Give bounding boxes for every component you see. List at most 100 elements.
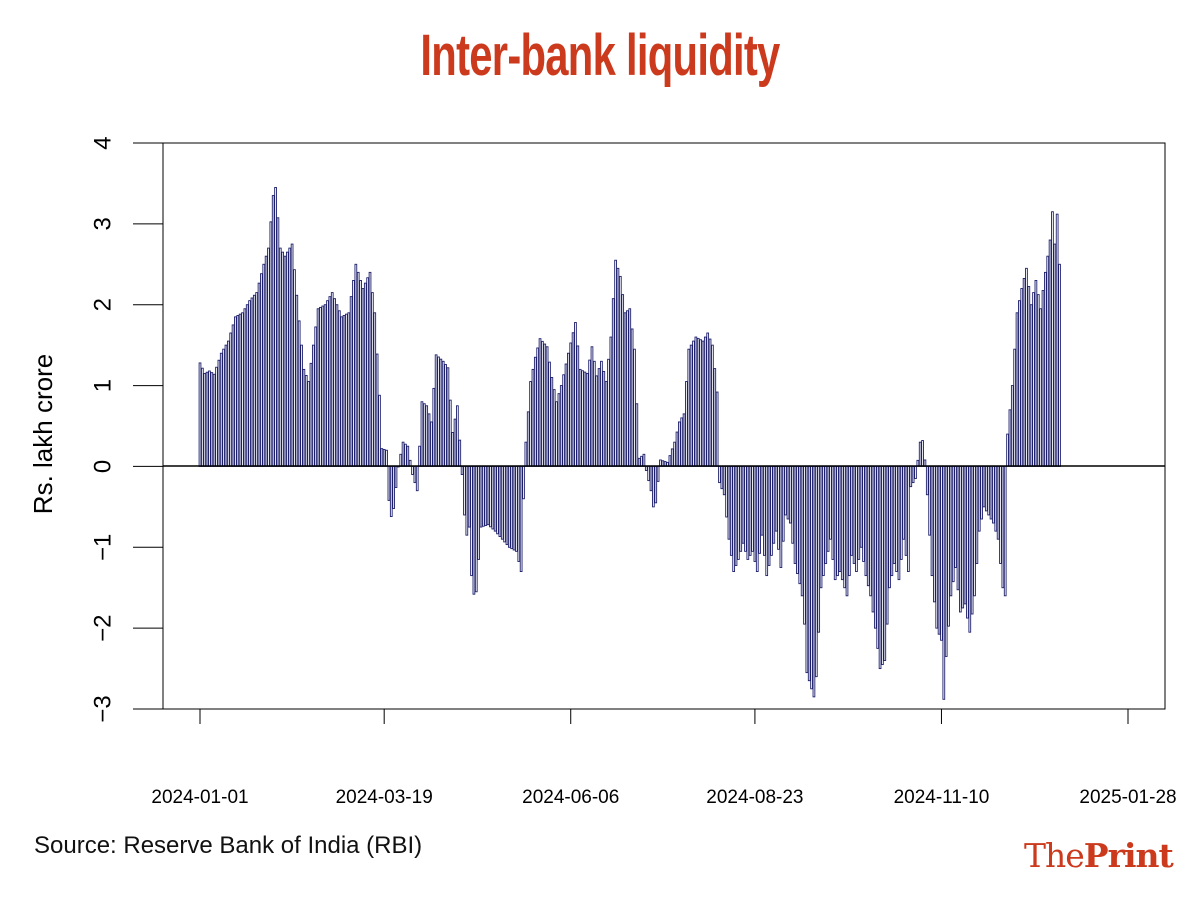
bar	[500, 465, 504, 540]
bar	[829, 465, 832, 540]
bar	[387, 465, 391, 501]
bar	[203, 372, 207, 467]
bar	[980, 465, 983, 520]
bar	[777, 465, 780, 550]
y-tick-label: −2	[89, 614, 116, 641]
bar	[260, 273, 263, 467]
bar	[921, 440, 924, 467]
bar	[458, 439, 462, 467]
bar	[507, 465, 511, 548]
bar	[238, 313, 242, 467]
bar	[1046, 255, 1050, 467]
bar	[942, 465, 946, 700]
bar	[354, 263, 358, 467]
bar	[446, 367, 450, 467]
bar	[951, 465, 955, 583]
bar	[640, 455, 643, 467]
bar	[373, 312, 377, 467]
bar	[420, 401, 424, 467]
bar	[930, 465, 934, 577]
bar	[427, 413, 431, 467]
bar	[644, 465, 648, 471]
bar	[337, 310, 341, 467]
bar	[281, 251, 284, 467]
bar	[524, 441, 528, 467]
bar	[982, 465, 986, 508]
bar	[822, 465, 825, 577]
bar	[392, 465, 395, 509]
bar	[345, 313, 348, 467]
bar	[685, 381, 688, 467]
bar	[212, 373, 216, 467]
bar	[574, 322, 577, 467]
bar	[715, 391, 719, 467]
bar	[909, 465, 913, 488]
bar	[727, 465, 731, 540]
bar	[871, 465, 875, 613]
bar	[512, 465, 516, 551]
bar	[760, 465, 764, 536]
bar	[725, 465, 728, 518]
bar	[933, 465, 936, 603]
bar	[533, 356, 537, 467]
bar	[562, 374, 565, 467]
bar	[628, 308, 632, 467]
bar	[833, 465, 837, 581]
bar	[264, 255, 268, 467]
bar	[881, 465, 884, 665]
bar	[489, 465, 492, 528]
bar	[866, 465, 870, 587]
bar	[486, 465, 490, 526]
bar	[359, 280, 362, 467]
brand-logo: ThePrint	[1024, 836, 1174, 875]
bar	[236, 315, 240, 467]
bar	[999, 465, 1002, 564]
bar	[444, 364, 447, 467]
bar	[602, 370, 606, 467]
bar	[848, 465, 851, 577]
bar	[741, 465, 745, 544]
bar	[208, 370, 211, 467]
bar	[618, 275, 622, 467]
bar	[989, 465, 993, 520]
bar	[652, 465, 655, 508]
bar	[333, 298, 336, 467]
bar	[548, 361, 551, 467]
bar	[323, 304, 327, 467]
bar	[295, 294, 299, 467]
bar	[904, 465, 908, 556]
bar	[439, 358, 443, 467]
bar	[959, 465, 962, 613]
bar	[510, 465, 514, 550]
bar	[604, 381, 608, 467]
bar	[531, 368, 535, 467]
bar	[215, 366, 218, 467]
bar	[491, 465, 495, 530]
bar	[1010, 385, 1014, 467]
brand-prefix: The	[1024, 836, 1085, 875]
bar	[380, 448, 384, 467]
bar	[262, 263, 266, 467]
bar	[304, 375, 308, 467]
bar	[609, 336, 613, 467]
bar	[224, 344, 228, 467]
bar	[385, 449, 388, 467]
bar	[781, 465, 785, 542]
bar	[954, 465, 957, 568]
x-tick-label: 2024-08-23	[706, 787, 803, 808]
bar	[970, 465, 974, 615]
bar	[1025, 267, 1028, 467]
bar	[734, 465, 738, 566]
bar	[987, 465, 991, 516]
bar	[763, 465, 766, 556]
bar	[482, 465, 485, 527]
bar	[356, 271, 360, 467]
y-axis-label: Rs. lakh crore	[28, 354, 58, 514]
bar	[718, 465, 721, 484]
bar	[739, 465, 743, 552]
bar	[406, 445, 410, 467]
bar	[545, 346, 549, 467]
bar	[611, 298, 615, 467]
bar	[569, 342, 573, 467]
bar	[633, 348, 636, 467]
